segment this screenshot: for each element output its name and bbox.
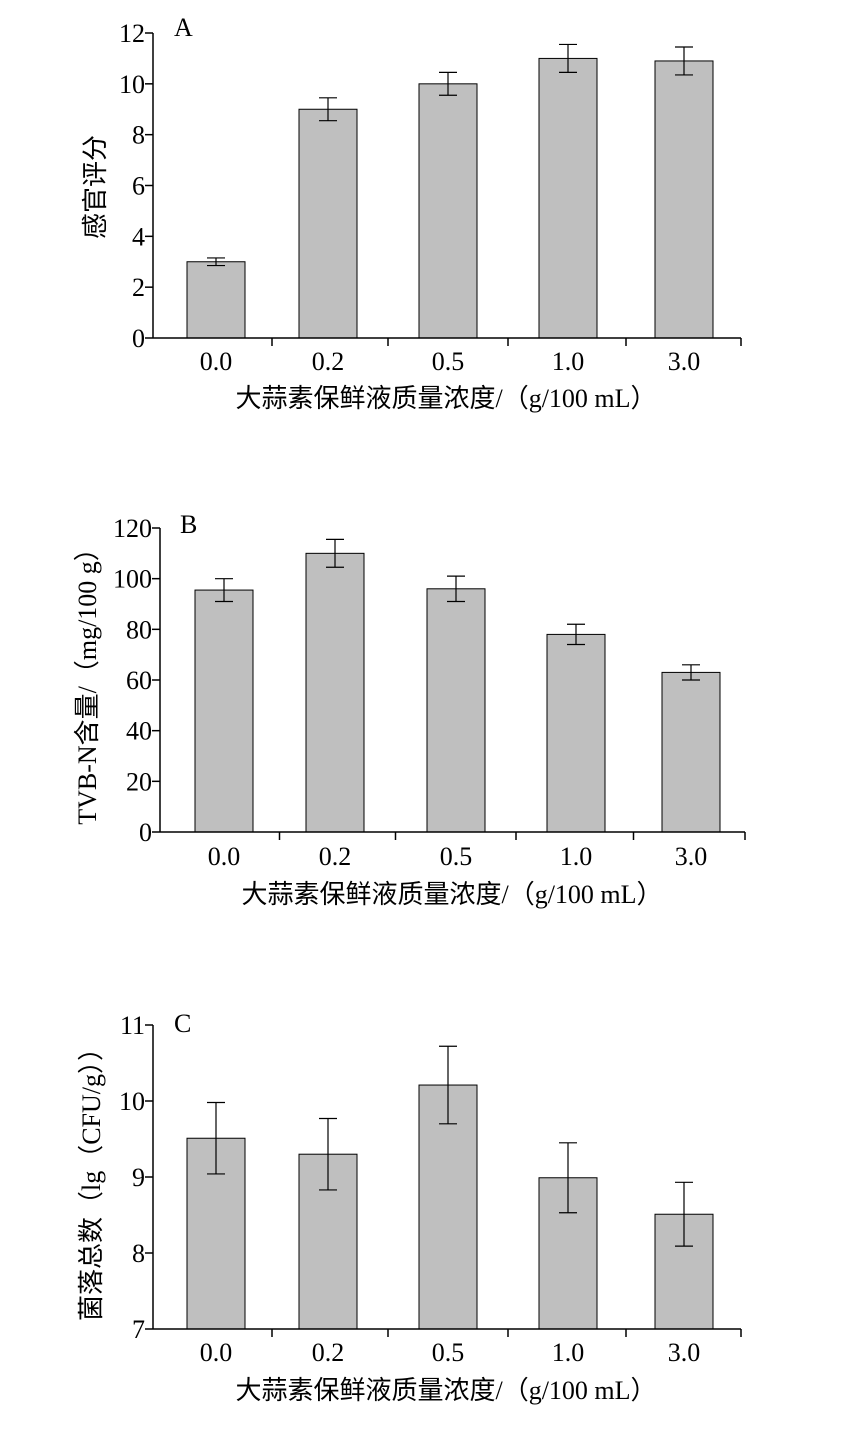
panel-a-y-tick-label-0: 0 [132,324,145,353]
panel-a-error-bars [207,43,693,267]
panel-c-letter: C [174,1009,191,1038]
panel-b-bar-3 [546,633,606,833]
panel-b-error-bar-1 [326,538,344,568]
panel-a-bars [186,57,714,339]
panel-b-x-tick-label-0: 0.0 [208,842,241,871]
panel-c-ticks: 7 8 9 10 11 0.0 0.2 0.5 1.0 3.0 [119,1011,742,1367]
panel-a-bar-2 [418,83,478,339]
panel-a-y-tick-label-2: 4 [132,222,145,251]
panel-c-y-tick-label-3: 10 [119,1087,145,1116]
panel-c-x-tick-label-2: 0.5 [432,1338,465,1367]
panel-b-error-bar-0 [215,578,233,603]
panel-a-y-tick-label-6: 12 [119,19,145,48]
panel-c-error-bar-3 [559,1142,577,1214]
panel-c-x-tick-label-3: 1.0 [552,1338,585,1367]
panel-a-bar-0 [186,261,246,339]
panel-c-error-bars [207,1045,693,1247]
panel-c-error-bar-4 [675,1181,693,1247]
panel-a-error-bar-3 [559,43,577,73]
panel-a-x-tick-label-3: 1.0 [552,347,585,376]
panel-b-bar-2 [426,588,486,833]
panel-a-y-tick-label-3: 6 [132,172,145,201]
panel-a-x-axis-title: 大蒜素保鲜液质量浓度/（g/100 mL） [235,384,656,413]
panel-a: 0 2 4 6 8 10 12 0.0 0.2 0.5 1.0 3.0 A 大蒜素保鲜液质量浓度/（g… [81,13,742,413]
panel-b-x-tick-label-1: 0.2 [319,842,352,871]
panel-a-x-tick-label-2: 0.5 [432,347,465,376]
panel-b-y-tick-label-3: 60 [126,666,152,695]
panel-c-error-bar-2 [439,1045,457,1125]
panel-b-error-bar-3 [567,623,585,646]
panel-b: 0 20 40 60 80 100 120 0.0 0.2 0.5 1.0 3.0 B 大蒜素保鲜液质… [73,510,746,909]
panel-a-error-bar-4 [675,46,693,76]
panel-b-y-tick-label-0: 0 [139,818,152,847]
panel-a-letter: A [174,13,193,42]
panel-c-y-tick-label-0: 7 [132,1315,145,1344]
panel-b-letter: B [180,510,197,539]
panel-a-x-tick-label-0: 0.0 [200,347,233,376]
panel-a-bar-1 [298,108,358,339]
panel-b-x-tick-label-2: 0.5 [440,842,473,871]
panel-b-y-tick-label-2: 40 [126,717,152,746]
panel-b-bar-0 [194,589,254,833]
panel-c: 7 8 9 10 11 0.0 0.2 0.5 1.0 3.0 C 大蒜素保鲜液质量浓度/（g/1… [77,1009,742,1405]
panel-b-ticks: 0 20 40 60 80 100 120 0.0 0.2 0.5 1.0 3.0 [113,514,746,871]
panel-a-x-tick-label-4: 3.0 [668,347,701,376]
panel-a-error-bar-2 [439,71,457,96]
panel-c-x-tick-label-0: 0.0 [200,1338,233,1367]
panel-c-bars [186,1084,714,1330]
panel-b-y-tick-label-4: 80 [126,615,152,644]
panel-b-error-bar-4 [682,664,700,681]
panel-b-error-bar-2 [447,575,465,603]
panel-c-y-tick-label-2: 9 [132,1163,145,1192]
panel-b-bar-1 [305,552,365,833]
panel-c-y-tick-label-1: 8 [132,1239,145,1268]
panel-c-y-tick-label-4: 11 [120,1011,145,1040]
panel-a-bar-3 [538,57,598,339]
panel-a-y-tick-label-4: 8 [132,121,145,150]
panel-a-y-axis-title: 感官评分 [81,135,110,239]
panel-b-y-tick-label-6: 120 [113,514,152,543]
panel-a-y-tick-label-1: 2 [132,273,145,302]
panel-b-error-bars [215,538,700,681]
panel-c-x-tick-label-1: 0.2 [312,1338,345,1367]
panel-c-y-axis-title: 菌落总数（lg（CFU/g）） [77,1035,106,1321]
panel-c-error-bar-1 [319,1117,337,1191]
panel-c-x-axis-title: 大蒜素保鲜液质量浓度/（g/100 mL） [235,1376,656,1405]
panel-a-bar-4 [654,60,714,339]
panel-a-ticks: 0 2 4 6 8 10 12 0.0 0.2 0.5 1.0 3.0 [119,19,742,376]
panel-c-error-bar-0 [207,1101,225,1175]
panel-c-x-tick-label-4: 3.0 [668,1338,701,1367]
panel-a-error-bar-0 [207,257,225,267]
panel-a-y-tick-label-5: 10 [119,70,145,99]
panel-b-x-axis-title: 大蒜素保鲜液质量浓度/（g/100 mL） [241,880,662,909]
panel-b-y-tick-label-1: 20 [126,767,152,796]
panel-b-x-tick-label-3: 1.0 [560,842,593,871]
panel-b-bar-4 [661,671,721,833]
panel-b-y-tick-label-5: 100 [113,565,152,594]
panel-a-error-bar-1 [319,97,337,122]
panel-b-bars [194,552,721,833]
panel-b-y-axis-title: TVB-N含量/（mg/100 g） [73,535,102,825]
panel-b-x-tick-label-4: 3.0 [675,842,708,871]
panel-a-x-tick-label-1: 0.2 [312,347,345,376]
panel-c-bar-2 [418,1084,478,1330]
